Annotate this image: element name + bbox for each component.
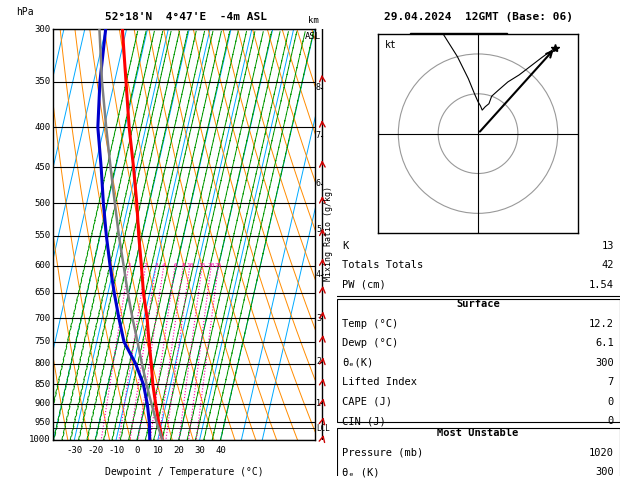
- Text: hPa: hPa: [16, 7, 33, 17]
- Text: 8: 8: [181, 263, 185, 268]
- Text: Temp (°C): Temp (°C): [342, 319, 398, 329]
- Text: Dewpoint / Temperature (°C): Dewpoint / Temperature (°C): [104, 467, 264, 477]
- Text: CAPE (J): CAPE (J): [342, 397, 392, 407]
- Text: 850: 850: [34, 380, 50, 389]
- Text: 7: 7: [316, 131, 321, 140]
- Text: 3: 3: [154, 263, 158, 268]
- Text: LCL: LCL: [316, 424, 330, 433]
- Text: 450: 450: [34, 163, 50, 172]
- Text: 20: 20: [208, 263, 215, 268]
- Text: kt: kt: [384, 40, 396, 50]
- Text: 950: 950: [34, 418, 50, 427]
- Text: 42: 42: [601, 260, 614, 270]
- Text: 300: 300: [34, 25, 50, 34]
- Text: 8: 8: [316, 83, 321, 92]
- Text: 300: 300: [595, 467, 614, 477]
- Text: -10: -10: [108, 446, 124, 455]
- Text: K: K: [342, 241, 348, 250]
- Text: 25: 25: [214, 263, 222, 268]
- Text: 29.04.2024  12GMT (Base: 06): 29.04.2024 12GMT (Base: 06): [384, 12, 572, 22]
- Legend: Temperature, Dewpoint, Parcel Trajectory, Dry Adiabat, Wet Adiabat, Isotherm, Mi: Temperature, Dewpoint, Parcel Trajectory…: [409, 33, 507, 90]
- Text: Dewp (°C): Dewp (°C): [342, 338, 398, 348]
- Text: 5: 5: [316, 225, 321, 234]
- Text: 40: 40: [215, 446, 226, 455]
- Text: km: km: [308, 16, 318, 25]
- Text: 1: 1: [127, 263, 131, 268]
- Text: 0: 0: [135, 446, 140, 455]
- Text: 30: 30: [194, 446, 205, 455]
- Text: 400: 400: [34, 123, 50, 132]
- Text: 4: 4: [316, 270, 321, 279]
- Text: 6: 6: [173, 263, 177, 268]
- Text: -30: -30: [66, 446, 82, 455]
- Text: 1: 1: [316, 399, 321, 408]
- Text: 13: 13: [601, 241, 614, 250]
- Text: Most Unstable: Most Unstable: [437, 428, 519, 438]
- Text: 2: 2: [316, 357, 321, 366]
- Text: 0: 0: [608, 397, 614, 407]
- Text: CIN (J): CIN (J): [342, 417, 386, 426]
- Text: Totals Totals: Totals Totals: [342, 260, 423, 270]
- Text: 800: 800: [34, 359, 50, 368]
- Text: Pressure (mb): Pressure (mb): [342, 448, 423, 457]
- Text: θₑ (K): θₑ (K): [342, 467, 380, 477]
- Text: 900: 900: [34, 399, 50, 408]
- Text: 750: 750: [34, 337, 50, 346]
- Text: 3: 3: [316, 313, 321, 323]
- Text: 300: 300: [595, 358, 614, 368]
- Text: 6: 6: [316, 179, 321, 188]
- Text: 650: 650: [34, 288, 50, 297]
- Text: Lifted Index: Lifted Index: [342, 377, 417, 387]
- Text: 12.2: 12.2: [589, 319, 614, 329]
- Text: 1.54: 1.54: [589, 279, 614, 290]
- Text: PW (cm): PW (cm): [342, 279, 386, 290]
- Text: 500: 500: [34, 199, 50, 208]
- Text: 2: 2: [144, 263, 148, 268]
- Text: ASL: ASL: [305, 33, 321, 41]
- Text: 600: 600: [34, 261, 50, 270]
- Text: 350: 350: [34, 77, 50, 86]
- Text: 20: 20: [174, 446, 184, 455]
- Text: 52°18'N  4°47'E  -4m ASL: 52°18'N 4°47'E -4m ASL: [104, 12, 267, 22]
- Text: Mixing Ratio (g/kg): Mixing Ratio (g/kg): [325, 186, 333, 281]
- Text: 550: 550: [34, 231, 50, 241]
- Text: 15: 15: [198, 263, 206, 268]
- Text: 10: 10: [152, 446, 164, 455]
- Text: 1000: 1000: [29, 435, 50, 444]
- Text: Surface: Surface: [456, 299, 500, 309]
- Text: 1020: 1020: [589, 448, 614, 457]
- Text: 700: 700: [34, 313, 50, 323]
- Text: -20: -20: [87, 446, 103, 455]
- Text: 0: 0: [608, 417, 614, 426]
- Text: 10: 10: [186, 263, 194, 268]
- Text: 6.1: 6.1: [595, 338, 614, 348]
- Text: 7: 7: [608, 377, 614, 387]
- Text: θₑ(K): θₑ(K): [342, 358, 374, 368]
- Text: 4: 4: [162, 263, 165, 268]
